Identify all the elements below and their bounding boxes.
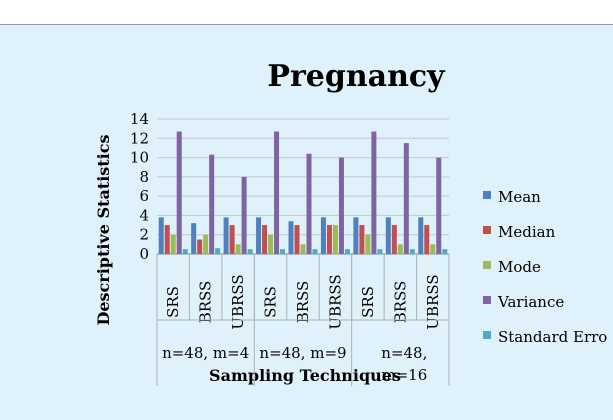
- y-tick-label: 8: [139, 168, 149, 186]
- bar-variance: [436, 157, 442, 254]
- x-tick-label: BRSS: [294, 281, 312, 324]
- x-tick-label: BRSS: [197, 281, 215, 324]
- bar-median: [229, 225, 235, 254]
- group-label: n=48, m=4: [162, 344, 249, 362]
- bar-standard-erro: [442, 249, 448, 254]
- x-tick-label: SRS: [164, 286, 182, 318]
- bar-variance: [209, 154, 215, 254]
- legend-swatch: [483, 296, 491, 304]
- bar-mode: [170, 234, 176, 254]
- bar-variance: [371, 131, 377, 254]
- legend-swatch: [483, 226, 491, 234]
- bar-variance: [338, 157, 344, 254]
- bar-mode: [397, 244, 403, 254]
- top-strip: [0, 0, 613, 24]
- chart-title: Pregnancy: [267, 59, 446, 94]
- bar-standard-erro: [312, 249, 318, 254]
- bar-mean: [385, 217, 391, 254]
- bar-standard-erro: [215, 248, 221, 254]
- bar-mean: [353, 217, 359, 254]
- bar-mean: [288, 221, 294, 254]
- bar-standard-erro: [409, 249, 415, 254]
- y-tick-label: 14: [130, 110, 149, 128]
- x-tick-label: UBRSS: [229, 274, 247, 329]
- bar-mean: [320, 217, 326, 254]
- bar-mean: [191, 223, 197, 254]
- legend-label: Mean: [498, 188, 541, 206]
- y-tick-label: 6: [139, 187, 149, 205]
- bar-mode: [268, 234, 274, 254]
- bar-median: [391, 225, 397, 254]
- bar-mean: [158, 217, 164, 254]
- bar-variance: [176, 131, 182, 254]
- bar-median: [262, 225, 268, 254]
- bar-median: [164, 225, 170, 254]
- group-label: n=48, m=9: [259, 344, 346, 362]
- bar-mode: [300, 244, 306, 254]
- y-tick-label: 10: [130, 149, 149, 167]
- bar-mode: [235, 244, 241, 254]
- bar-median: [197, 239, 203, 254]
- bar-variance: [241, 176, 247, 254]
- y-tick-label: 12: [130, 129, 149, 147]
- bar-mode: [430, 244, 436, 254]
- y-tick-label: 0: [139, 245, 149, 263]
- bar-mode: [365, 234, 371, 254]
- bar-mode: [332, 225, 338, 254]
- bar-mode: [203, 234, 209, 254]
- legend-label: Mode: [498, 258, 541, 276]
- bar-standard-erro: [344, 249, 350, 254]
- legend-swatch: [483, 261, 491, 269]
- bar-variance: [306, 153, 312, 254]
- bar-standard-erro: [280, 249, 286, 254]
- legend: Mean Median Mode Variance Standard Erro: [483, 188, 607, 346]
- x-axis-title: Sampling Techniques: [209, 366, 401, 385]
- bar-median: [326, 225, 332, 254]
- bar-standard-erro: [182, 249, 188, 254]
- bar-standard-erro: [377, 249, 383, 254]
- bar-median: [424, 225, 430, 254]
- y-tick-label: 4: [139, 206, 149, 224]
- bar-mean: [223, 217, 229, 254]
- x-tick-label: UBRSS: [424, 274, 442, 329]
- y-axis-title: Descriptive Statistics: [94, 134, 113, 325]
- x-tick-label: UBRSS: [326, 274, 344, 329]
- bar-median: [294, 225, 300, 254]
- legend-label: Variance: [497, 293, 564, 311]
- legend-swatch: [483, 191, 491, 199]
- bar-mean: [256, 217, 262, 254]
- bar-standard-erro: [247, 249, 253, 254]
- bar-median: [359, 225, 365, 254]
- group-label: m=16: [381, 366, 427, 384]
- legend-label: Standard Erro: [498, 328, 607, 346]
- x-tick-label: SRS: [262, 286, 280, 318]
- legend-swatch: [483, 331, 491, 339]
- bar-variance: [274, 131, 280, 254]
- bar-mean: [418, 217, 424, 254]
- x-tick-label: BRSS: [391, 281, 409, 324]
- x-tick-label: SRS: [359, 286, 377, 318]
- group-label: n=48,: [381, 344, 427, 362]
- legend-label: Median: [498, 223, 556, 241]
- y-tick-label: 2: [139, 226, 149, 244]
- bar-variance: [403, 143, 409, 254]
